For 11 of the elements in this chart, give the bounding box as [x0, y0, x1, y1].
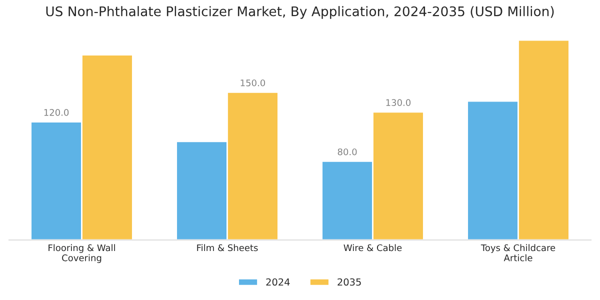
x-tick-label: Wire & Cable	[344, 244, 402, 252]
chart-title: US Non-Phthalate Plasticizer Market, By Application, 2024-2035 (USD Million)	[46, 6, 554, 19]
x-tick-label: Film & Sheets	[197, 244, 258, 252]
data-label: 80.0	[338, 148, 357, 156]
x-tick-label: Toys & Childcare Article	[480, 244, 556, 262]
legend-label: 2024	[266, 278, 290, 286]
data-label: 130.0	[386, 99, 411, 106]
x-tick-label: Flooring & Wall Covering	[48, 244, 115, 264]
data-label: 120.0	[44, 109, 69, 116]
data-label: 150.0	[240, 79, 266, 86]
legend-label: 2035	[338, 278, 361, 286]
